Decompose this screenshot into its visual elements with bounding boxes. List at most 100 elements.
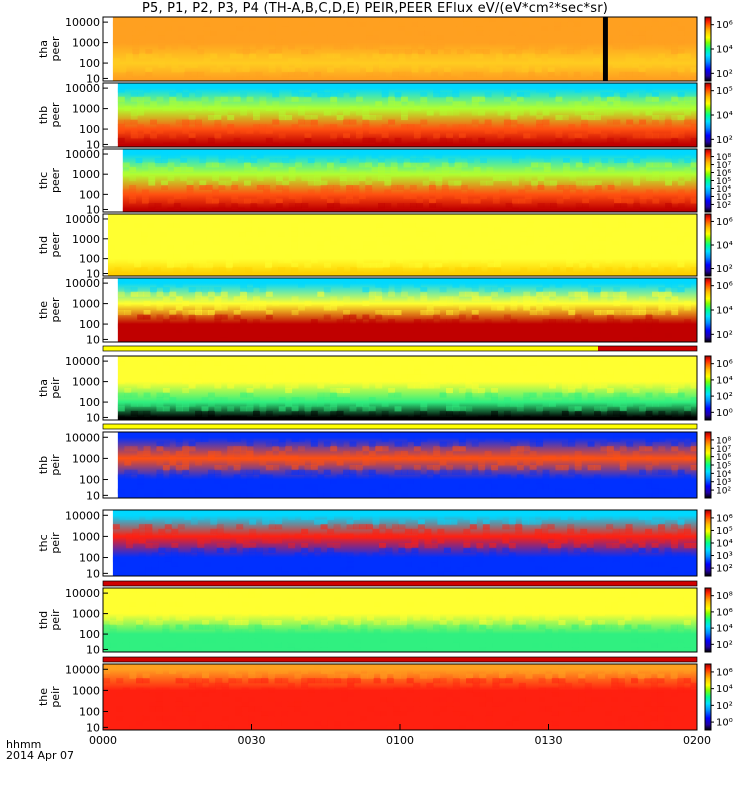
tha-peer-panel: 10000 1000 100 10 thapeer 10⁶ 10⁴ 10² bbox=[37, 16, 733, 85]
tha-peer-ytick-label: 10 bbox=[86, 72, 100, 85]
thd-peir-ytick-label: 10 bbox=[86, 643, 100, 656]
the-peer-colorbar bbox=[704, 277, 712, 343]
tha-peer-colorbar-tick-label: 10⁶ bbox=[716, 20, 733, 31]
thd-peer-ytick-label: 100 bbox=[79, 253, 100, 266]
tha-peir-ytick-label: 100 bbox=[79, 396, 100, 409]
thb-peer-colorbar-tick-label: 10² bbox=[716, 135, 733, 146]
tha-peir-colorbar bbox=[704, 355, 712, 421]
thd-peer-colorbar-tick-label: 10⁴ bbox=[716, 241, 733, 252]
thc-peer-ylabel: thcpeer bbox=[37, 168, 62, 194]
xtick-label: 0030 bbox=[238, 734, 266, 747]
tha-peer-ylabel: thapeer bbox=[37, 36, 62, 62]
the-peer-colorbar-tick-label: 10⁶ bbox=[716, 281, 733, 292]
thd-peir-ytick-label: 1000 bbox=[72, 608, 100, 621]
xtick-label: 0200 bbox=[683, 734, 711, 747]
thc-peir-colorbar bbox=[704, 509, 712, 577]
thb-peir-ytick-label: 10 bbox=[86, 489, 100, 502]
tha-peer-colorbar bbox=[704, 16, 712, 82]
thb-peir-colorbar-tick-label: 10³ bbox=[716, 478, 731, 488]
thb-peir-ytick-label: 100 bbox=[79, 474, 100, 487]
thd-peir-ytick-label: 100 bbox=[79, 628, 100, 641]
the-peer-panel: 10000 1000 100 10 thepeer 10⁶ 10⁴ 10² bbox=[37, 277, 733, 346]
flag-bar-segment bbox=[103, 346, 598, 351]
tha-peir-colorbar-tick-label: 10⁴ bbox=[716, 375, 733, 386]
thd-peer-colorbar-tick-label: 10² bbox=[716, 264, 733, 275]
thc-peer-panel: 10000 1000 100 10 thcpeer 10⁸10⁷10⁶10⁵10⁴10³1… bbox=[37, 148, 731, 216]
thd-peer-ytick-label: 10 bbox=[86, 268, 100, 281]
xtick-label: 0130 bbox=[535, 734, 563, 747]
thb-peer-frame bbox=[102, 82, 698, 148]
flag-bar-frame bbox=[102, 580, 698, 587]
flag-bar-frame bbox=[102, 345, 698, 352]
thc-peir-ylabel: thcpeir bbox=[37, 532, 62, 554]
thd-peir-colorbar-tick-label: 10⁴ bbox=[716, 624, 733, 635]
thb-peir-panel: 10000 1000 100 10 thbpeir 10⁸10⁷10⁶10⁵10⁴10³1… bbox=[37, 431, 731, 502]
thb-peir-colorbar-tick-label: 10⁴ bbox=[716, 470, 731, 480]
thc-peer-colorbar-tick-label: 10² bbox=[716, 201, 731, 211]
thc-peir-colorbar-tick-label: 10⁶ bbox=[716, 513, 733, 524]
thc-peer-ytick-label: 10000 bbox=[65, 148, 100, 161]
thb-peer-ytick-label: 10000 bbox=[65, 82, 100, 95]
thb-peir-colorbar bbox=[704, 431, 712, 499]
thd-peir-colorbar-tick-label: 10⁶ bbox=[716, 607, 733, 618]
the-peir-colorbar-tick-label: 10² bbox=[716, 701, 733, 712]
thc-peer-colorbar-tick-label: 10³ bbox=[716, 193, 731, 203]
the-peir-panel: 10000 1000 100 10 thepeir 10⁶ 10⁴ 10² 10⁰ bbox=[37, 663, 733, 734]
thd-peer-ylabel: thdpeer bbox=[37, 232, 62, 258]
thb-peir-frame bbox=[102, 431, 698, 499]
flag-bar bbox=[102, 656, 698, 663]
flag-bar bbox=[102, 423, 698, 430]
tha-peir-ylabel: thapeir bbox=[37, 377, 62, 399]
time-axis-label: hhmm bbox=[6, 738, 42, 751]
thb-peir-colorbar-tick-label: 10² bbox=[716, 487, 731, 497]
thb-peir-colorbar-tick-label: 10⁷ bbox=[716, 445, 731, 455]
thc-peir-ytick-label: 10000 bbox=[65, 509, 100, 522]
flag-bar-segment bbox=[103, 581, 697, 586]
thb-peer-ytick-label: 10 bbox=[86, 138, 100, 151]
the-peir-colorbar-tick-label: 10⁶ bbox=[716, 667, 733, 678]
flag-bar-segment bbox=[103, 657, 697, 662]
thd-peer-frame bbox=[102, 213, 698, 277]
the-peer-colorbar-tick-label: 10² bbox=[716, 330, 733, 341]
thc-peir-ytick-label: 100 bbox=[79, 552, 100, 565]
thc-peir-ytick-label: 10 bbox=[86, 567, 100, 580]
thd-peir-colorbar bbox=[704, 587, 712, 653]
thb-peir-ytick-label: 1000 bbox=[72, 452, 100, 465]
thd-peir-colorbar-tick-label: 10² bbox=[716, 640, 733, 651]
the-peir-colorbar bbox=[704, 663, 712, 731]
the-peer-ytick-label: 100 bbox=[79, 318, 100, 331]
date-label: 2014 Apr 07 bbox=[6, 749, 75, 762]
tha-peer-frame bbox=[102, 16, 698, 82]
the-peir-ytick-label: 10 bbox=[86, 721, 100, 734]
thc-peer-colorbar-tick-label: 10⁵ bbox=[716, 177, 731, 187]
tha-peir-ytick-label: 10000 bbox=[65, 355, 100, 368]
the-peir-ytick-label: 1000 bbox=[72, 684, 100, 697]
thc-peir-colorbar-tick-label: 10⁵ bbox=[716, 526, 733, 537]
the-peer-ytick-label: 10000 bbox=[65, 277, 100, 290]
flag-bar bbox=[102, 345, 698, 352]
thc-peer-colorbar-tick-label: 10⁴ bbox=[716, 185, 731, 195]
thc-peer-ytick-label: 1000 bbox=[72, 168, 100, 181]
thd-peir-panel: 10000 1000 100 10 thdpeir 10⁸ 10⁶ 10⁴ 10² bbox=[37, 587, 733, 656]
flag-bar bbox=[102, 580, 698, 587]
thc-peir-frame bbox=[102, 509, 698, 577]
thc-peer-ytick-label: 100 bbox=[79, 188, 100, 201]
the-peer-ytick-label: 1000 bbox=[72, 298, 100, 311]
tha-peer-ytick-label: 100 bbox=[79, 57, 100, 70]
thb-peir-ylabel: thbpeir bbox=[37, 454, 62, 476]
thc-peir-colorbar-tick-label: 10⁴ bbox=[716, 539, 733, 550]
flag-bar-frame bbox=[102, 656, 698, 663]
tha-peir-ytick-label: 10 bbox=[86, 411, 100, 424]
flag-bar-frame bbox=[102, 423, 698, 430]
xtick-label: 0000 bbox=[89, 734, 117, 747]
tha-peir-frame bbox=[102, 355, 698, 421]
the-peir-colorbar-tick-label: 10⁴ bbox=[716, 684, 733, 695]
thb-peer-ylabel: thbpeer bbox=[37, 102, 62, 128]
tha-peer-ytick-label: 10000 bbox=[65, 16, 100, 29]
thd-peir-colorbar-tick-label: 10⁸ bbox=[716, 591, 733, 602]
thc-peer-colorbar-tick-label: 10⁶ bbox=[716, 169, 731, 179]
thb-peir-colorbar-tick-label: 10⁸ bbox=[716, 436, 731, 446]
thd-peir-ylabel: thdpeir bbox=[37, 609, 62, 631]
